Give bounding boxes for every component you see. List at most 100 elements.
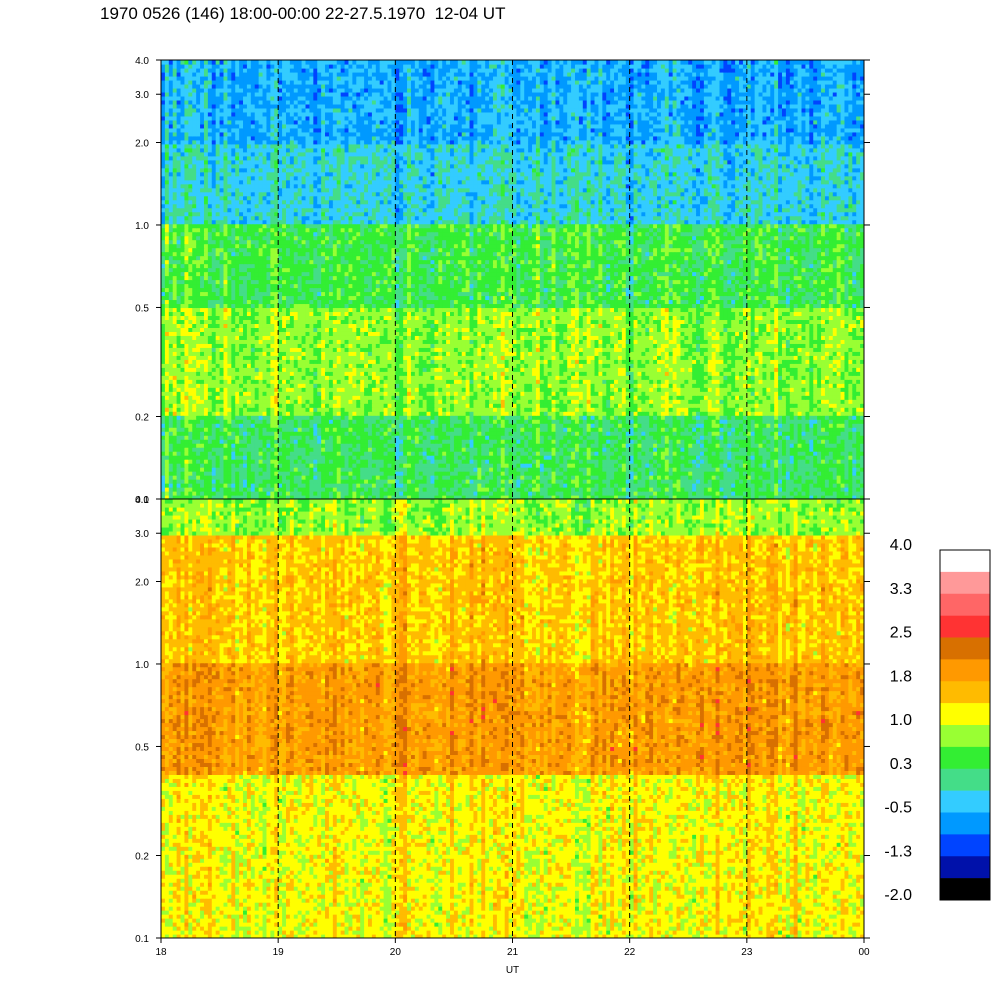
heatmap-cell — [551, 419, 557, 424]
heatmap-cell — [250, 443, 256, 448]
heatmap-cell — [789, 411, 795, 416]
heatmap-cell — [637, 475, 642, 480]
heatmap-cell — [352, 407, 357, 412]
heatmap-cell — [297, 403, 303, 408]
heatmap-cell — [637, 423, 642, 428]
heatmap-cell — [176, 451, 182, 456]
heatmap-cell — [672, 415, 678, 420]
heatmap-cell — [582, 447, 588, 452]
heatmap-cell — [614, 407, 619, 412]
heatmap-cell — [348, 423, 353, 428]
heatmap-cell — [672, 459, 678, 464]
heatmap-cell — [594, 427, 600, 432]
heatmap-cell — [524, 467, 529, 472]
heatmap-cell — [555, 395, 560, 400]
heatmap-cell — [750, 475, 756, 480]
heatmap-cell — [614, 411, 619, 416]
heatmap-cell — [832, 451, 838, 456]
heatmap-cell — [227, 419, 232, 424]
heatmap-cell — [633, 399, 639, 404]
heatmap-cell — [442, 495, 447, 499]
heatmap-cell — [676, 447, 682, 452]
heatmap-cell — [352, 467, 357, 472]
heatmap-cell — [485, 483, 490, 488]
heatmap-cell — [610, 411, 615, 416]
heatmap-cell — [758, 431, 764, 436]
heatmap-cell — [723, 395, 728, 400]
heatmap-cell — [735, 423, 740, 428]
heatmap-cell — [211, 451, 217, 456]
heatmap-cell — [555, 407, 560, 412]
heatmap-cell — [551, 427, 557, 432]
heatmap-cell — [813, 483, 818, 488]
heatmap-cell — [696, 423, 701, 428]
heatmap-cell — [551, 459, 557, 464]
heatmap-cell — [762, 435, 767, 440]
heatmap-cell — [754, 459, 760, 464]
heatmap-cell — [528, 423, 533, 428]
heatmap-cell — [594, 491, 600, 496]
heatmap-cell — [649, 439, 654, 444]
heatmap-cell — [426, 459, 432, 464]
heatmap-cell — [699, 391, 705, 396]
heatmap-cell — [457, 403, 463, 408]
heatmap-cell — [461, 487, 467, 492]
heatmap-cell — [606, 487, 611, 492]
heatmap-cell — [164, 427, 170, 432]
heatmap-cell — [739, 403, 744, 408]
heatmap-cell — [844, 471, 849, 476]
heatmap-cell — [504, 411, 510, 416]
heatmap-cell — [758, 491, 764, 496]
heatmap-cell — [285, 443, 291, 448]
heatmap-cell — [524, 475, 529, 480]
heatmap-cell — [297, 427, 303, 432]
heatmap-cell — [274, 455, 279, 460]
heatmap-cell — [629, 415, 635, 420]
heatmap-cell — [754, 403, 760, 408]
heatmap-cell — [809, 483, 814, 488]
heatmap-cell — [512, 491, 518, 496]
heatmap-cell — [418, 387, 424, 392]
heatmap-cell — [735, 475, 740, 480]
heatmap-cell — [250, 459, 256, 464]
heatmap-cell — [535, 483, 541, 488]
heatmap-cell — [336, 387, 342, 392]
heatmap-cell — [243, 459, 248, 464]
heatmap-cell — [313, 387, 318, 392]
heatmap-cell — [762, 427, 767, 432]
heatmap-cell — [824, 423, 830, 428]
heatmap-cell — [664, 471, 670, 476]
heatmap-cell — [848, 431, 853, 436]
heatmap-cell — [551, 411, 557, 416]
heatmap-cell — [403, 455, 408, 460]
heatmap-cell — [332, 479, 338, 484]
heatmap-cell — [559, 483, 564, 488]
heatmap-cell — [309, 471, 314, 476]
heatmap-cell — [821, 415, 826, 420]
heatmap-cell — [813, 463, 818, 468]
heatmap-cell — [715, 467, 721, 472]
heatmap-cell — [418, 463, 424, 468]
heatmap-cell — [379, 431, 385, 436]
heatmap-cell — [282, 399, 287, 404]
heatmap-cell — [707, 443, 713, 448]
heatmap-cell — [805, 411, 810, 416]
heatmap-cell — [610, 427, 615, 432]
heatmap-cell — [797, 403, 803, 408]
heatmap-cell — [828, 407, 834, 412]
heatmap-cell — [559, 479, 564, 484]
heatmap-cell — [391, 443, 396, 448]
heatmap-cell — [852, 459, 857, 464]
heatmap-cell — [617, 455, 623, 460]
heatmap-cell — [770, 439, 775, 444]
heatmap-cell — [422, 427, 428, 432]
heatmap-cell — [781, 467, 787, 472]
heatmap-cell — [282, 439, 287, 444]
heatmap-cell — [442, 491, 447, 496]
heatmap-cell — [629, 451, 635, 456]
heatmap-cell — [649, 399, 654, 404]
heatmap-cell — [203, 487, 209, 492]
heatmap-cell — [832, 411, 838, 416]
heatmap-cell — [285, 487, 291, 492]
heatmap-cell — [602, 479, 607, 484]
